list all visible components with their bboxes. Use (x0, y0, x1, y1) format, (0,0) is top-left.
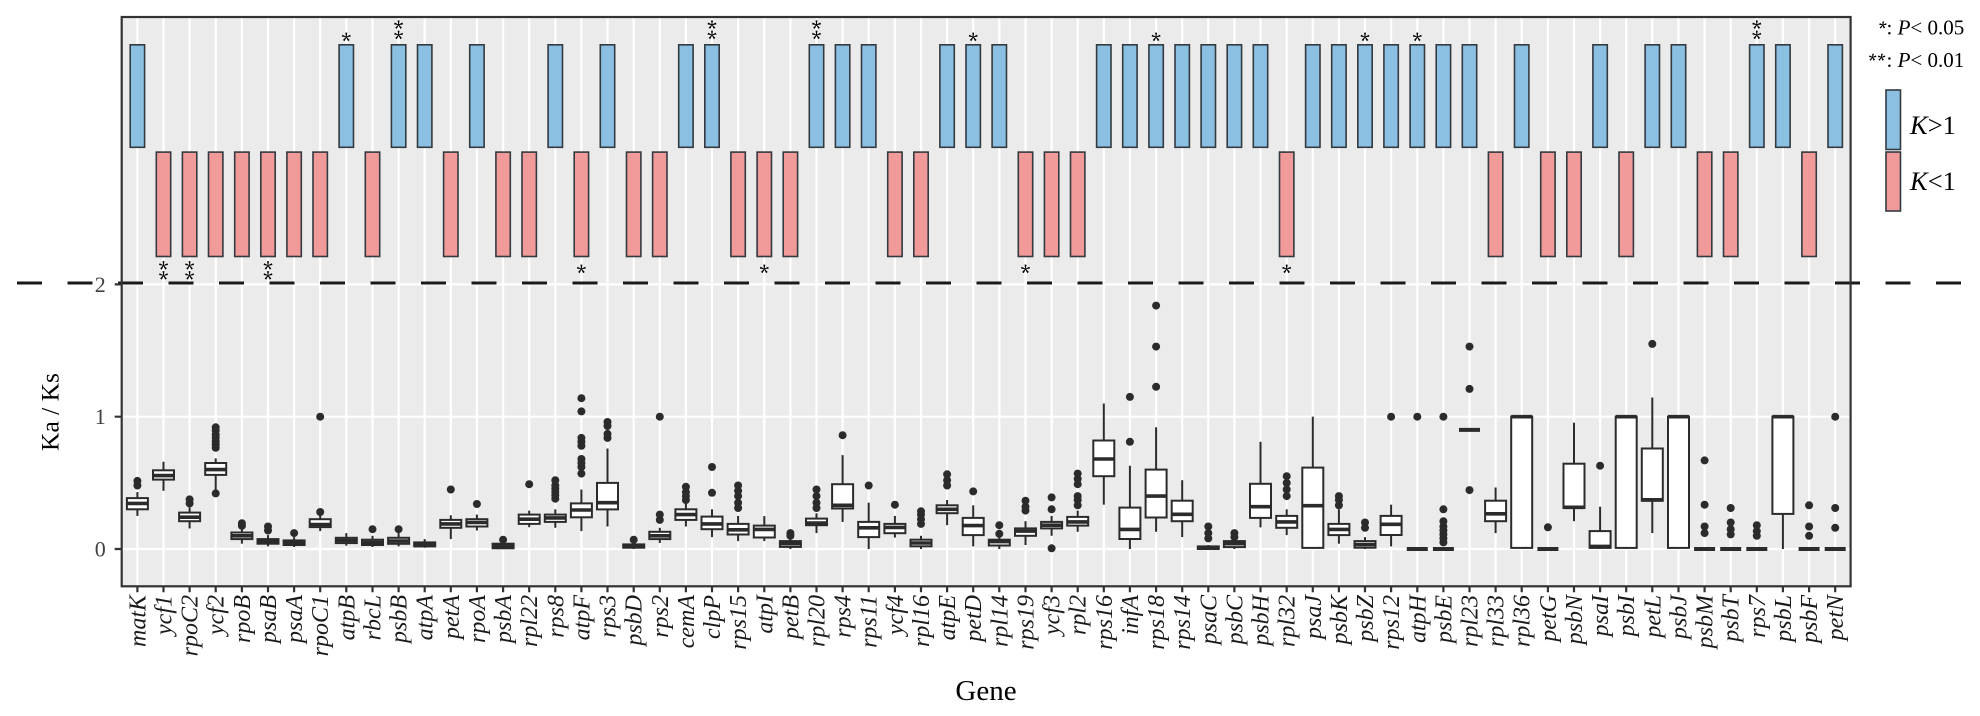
svg-text:ycf1: ycf1 (152, 595, 178, 637)
svg-text:atpB: atpB (334, 595, 360, 641)
svg-text:Ka / Ks: Ka / Ks (36, 373, 65, 451)
svg-text:rps7: rps7 (1745, 594, 1771, 638)
svg-text:rps14: rps14 (1170, 595, 1196, 650)
svg-text:psbM: psbM (1693, 593, 1719, 650)
svg-text:rps18: rps18 (1144, 595, 1170, 650)
svg-text:rbcL: rbcL (361, 595, 387, 640)
svg-text:psaC: psaC (1196, 594, 1222, 646)
svg-text:rps4: rps4 (831, 595, 857, 638)
svg-text:psaI: psaI (1588, 594, 1614, 638)
svg-text:petG: petG (1536, 595, 1562, 644)
svg-text:petB: petB (778, 595, 804, 641)
svg-text:rps8: rps8 (543, 595, 569, 638)
svg-text:petL: petL (1640, 595, 1666, 640)
svg-text:atpA: atpA (413, 595, 439, 641)
svg-text:atpH: atpH (1405, 593, 1431, 643)
svg-text:psbI: psbI (1614, 594, 1640, 638)
svg-text:rpl36: rpl36 (1510, 595, 1536, 647)
svg-text:matK: matK (125, 593, 151, 647)
svg-text:psaA: psaA (282, 595, 308, 645)
svg-text:ycf4: ycf4 (883, 595, 909, 637)
svg-text:psaJ: psaJ (1301, 594, 1327, 641)
svg-text:psbK: psbK (1327, 593, 1353, 646)
svg-text:psbA: psbA (491, 595, 517, 645)
svg-text:rps3: rps3 (596, 595, 622, 638)
svg-text:rpl14: rpl14 (987, 595, 1013, 647)
svg-text:clpP: clpP (700, 595, 726, 639)
svg-text:ycf2: ycf2 (204, 595, 230, 637)
svg-text:atpE: atpE (935, 595, 961, 641)
svg-text:psbC: psbC (1222, 594, 1248, 646)
svg-text:psbL: psbL (1771, 595, 1797, 644)
svg-text:rps12: rps12 (1379, 595, 1405, 650)
svg-text:psbF: psbF (1797, 595, 1823, 645)
svg-text:: P< 0.01: : P< 0.01 (1887, 48, 1965, 72)
svg-text:ycf3: ycf3 (1040, 595, 1066, 637)
svg-text:rps16: rps16 (1092, 595, 1118, 650)
svg-text:rpl16: rpl16 (909, 595, 935, 647)
svg-text:petD: petD (961, 595, 987, 644)
svg-text:cemA: cemA (674, 595, 700, 649)
svg-text:psaB: psaB (256, 595, 282, 645)
svg-text:rps2: rps2 (648, 595, 674, 638)
svg-text:rps15: rps15 (726, 595, 752, 650)
svg-text:Gene: Gene (955, 675, 1016, 707)
svg-text:psbH: psbH (1249, 593, 1275, 647)
svg-text:rpl22: rpl22 (517, 595, 543, 647)
svg-text:rpoC2: rpoC2 (178, 595, 204, 656)
svg-text:rpl32: rpl32 (1275, 595, 1301, 647)
svg-text:rpoC1: rpoC1 (308, 595, 334, 656)
svg-text:atpF: atpF (569, 595, 595, 641)
svg-text:: P< 0.05: : P< 0.05 (1887, 16, 1965, 40)
svg-text:psbT: psbT (1719, 593, 1745, 643)
svg-text:psbJ: psbJ (1667, 594, 1693, 641)
svg-text:0: 0 (95, 537, 106, 562)
svg-text:rpl2: rpl2 (1066, 595, 1092, 635)
svg-text:petA: petA (439, 595, 465, 641)
svg-text:rpoB: rpoB (230, 595, 256, 643)
svg-text:psbB: psbB (387, 595, 413, 645)
svg-text:rps19: rps19 (1014, 595, 1040, 650)
svg-text:rpl20: rpl20 (805, 595, 831, 647)
svg-text:2: 2 (95, 272, 106, 297)
svg-text:K<1: K<1 (1909, 166, 1956, 196)
svg-text:rps11: rps11 (857, 595, 883, 648)
svg-text:infA: infA (1118, 595, 1144, 635)
svg-text:petN: petN (1823, 593, 1849, 642)
svg-text:K>1: K>1 (1909, 110, 1956, 140)
svg-text:psbZ: psbZ (1353, 594, 1379, 643)
svg-text:psbD: psbD (622, 595, 648, 648)
svg-text:psbE: psbE (1431, 595, 1457, 645)
svg-text:1: 1 (95, 404, 106, 429)
svg-text:psbN: psbN (1562, 593, 1588, 646)
svg-text:atpI: atpI (752, 594, 778, 634)
svg-text:rpl23: rpl23 (1458, 595, 1484, 647)
svg-text:rpoA: rpoA (465, 595, 491, 643)
svg-text:rpl33: rpl33 (1484, 595, 1510, 647)
